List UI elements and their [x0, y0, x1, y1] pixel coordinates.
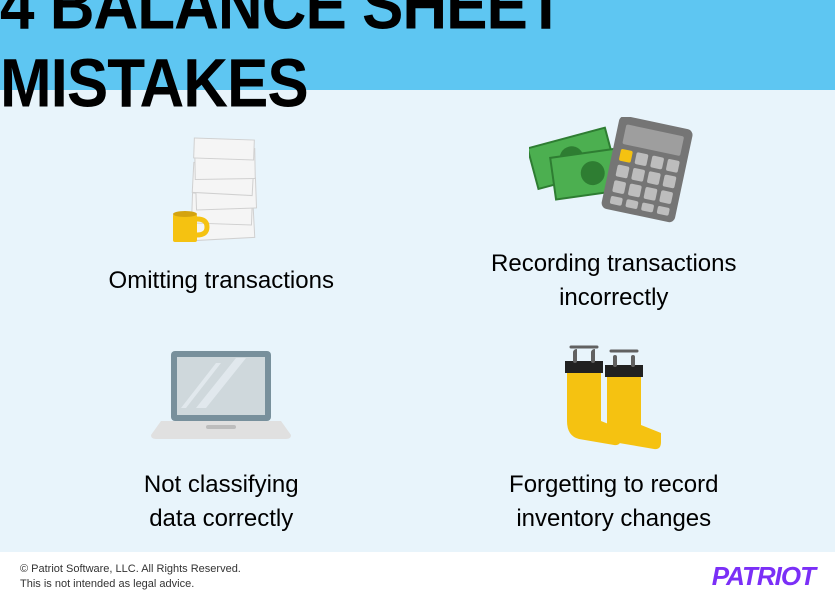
- papers-mug-icon: [151, 134, 291, 254]
- mistake-item-4: Forgetting to recordinventory changes: [423, 331, 806, 542]
- mistake-item-3: Not classifyingdata correctly: [30, 331, 413, 542]
- boots-icon: [549, 338, 679, 458]
- mistake-label-1: Omitting transactions: [109, 264, 334, 298]
- footer-bar: © Patriot Software, LLC. All Rights Rese…: [0, 552, 835, 600]
- copyright-text: © Patriot Software, LLC. All Rights Rese…: [20, 563, 241, 575]
- money-calculator-icon: [529, 117, 699, 237]
- mistake-item-2: Recording transactionsincorrectly: [423, 110, 806, 321]
- mistake-label-4: Forgetting to recordinventory changes: [509, 468, 718, 535]
- mistake-label-2: Recording transactionsincorrectly: [491, 247, 736, 314]
- mistake-item-1: Omitting transactions: [30, 110, 413, 321]
- page-title: 4 BALANCE SHEET MISTAKES: [0, 0, 835, 123]
- header-banner: 4 BALANCE SHEET MISTAKES: [0, 0, 835, 90]
- mistake-label-3: Not classifyingdata correctly: [144, 468, 299, 535]
- content-grid: Omitting transactions: [0, 90, 835, 552]
- footer-legal: © Patriot Software, LLC. All Rights Rese…: [20, 563, 241, 590]
- brand-logo: PATRIOT: [712, 561, 815, 592]
- laptop-icon: [146, 338, 296, 458]
- disclaimer-text: This is not intended as legal advice.: [20, 578, 241, 590]
